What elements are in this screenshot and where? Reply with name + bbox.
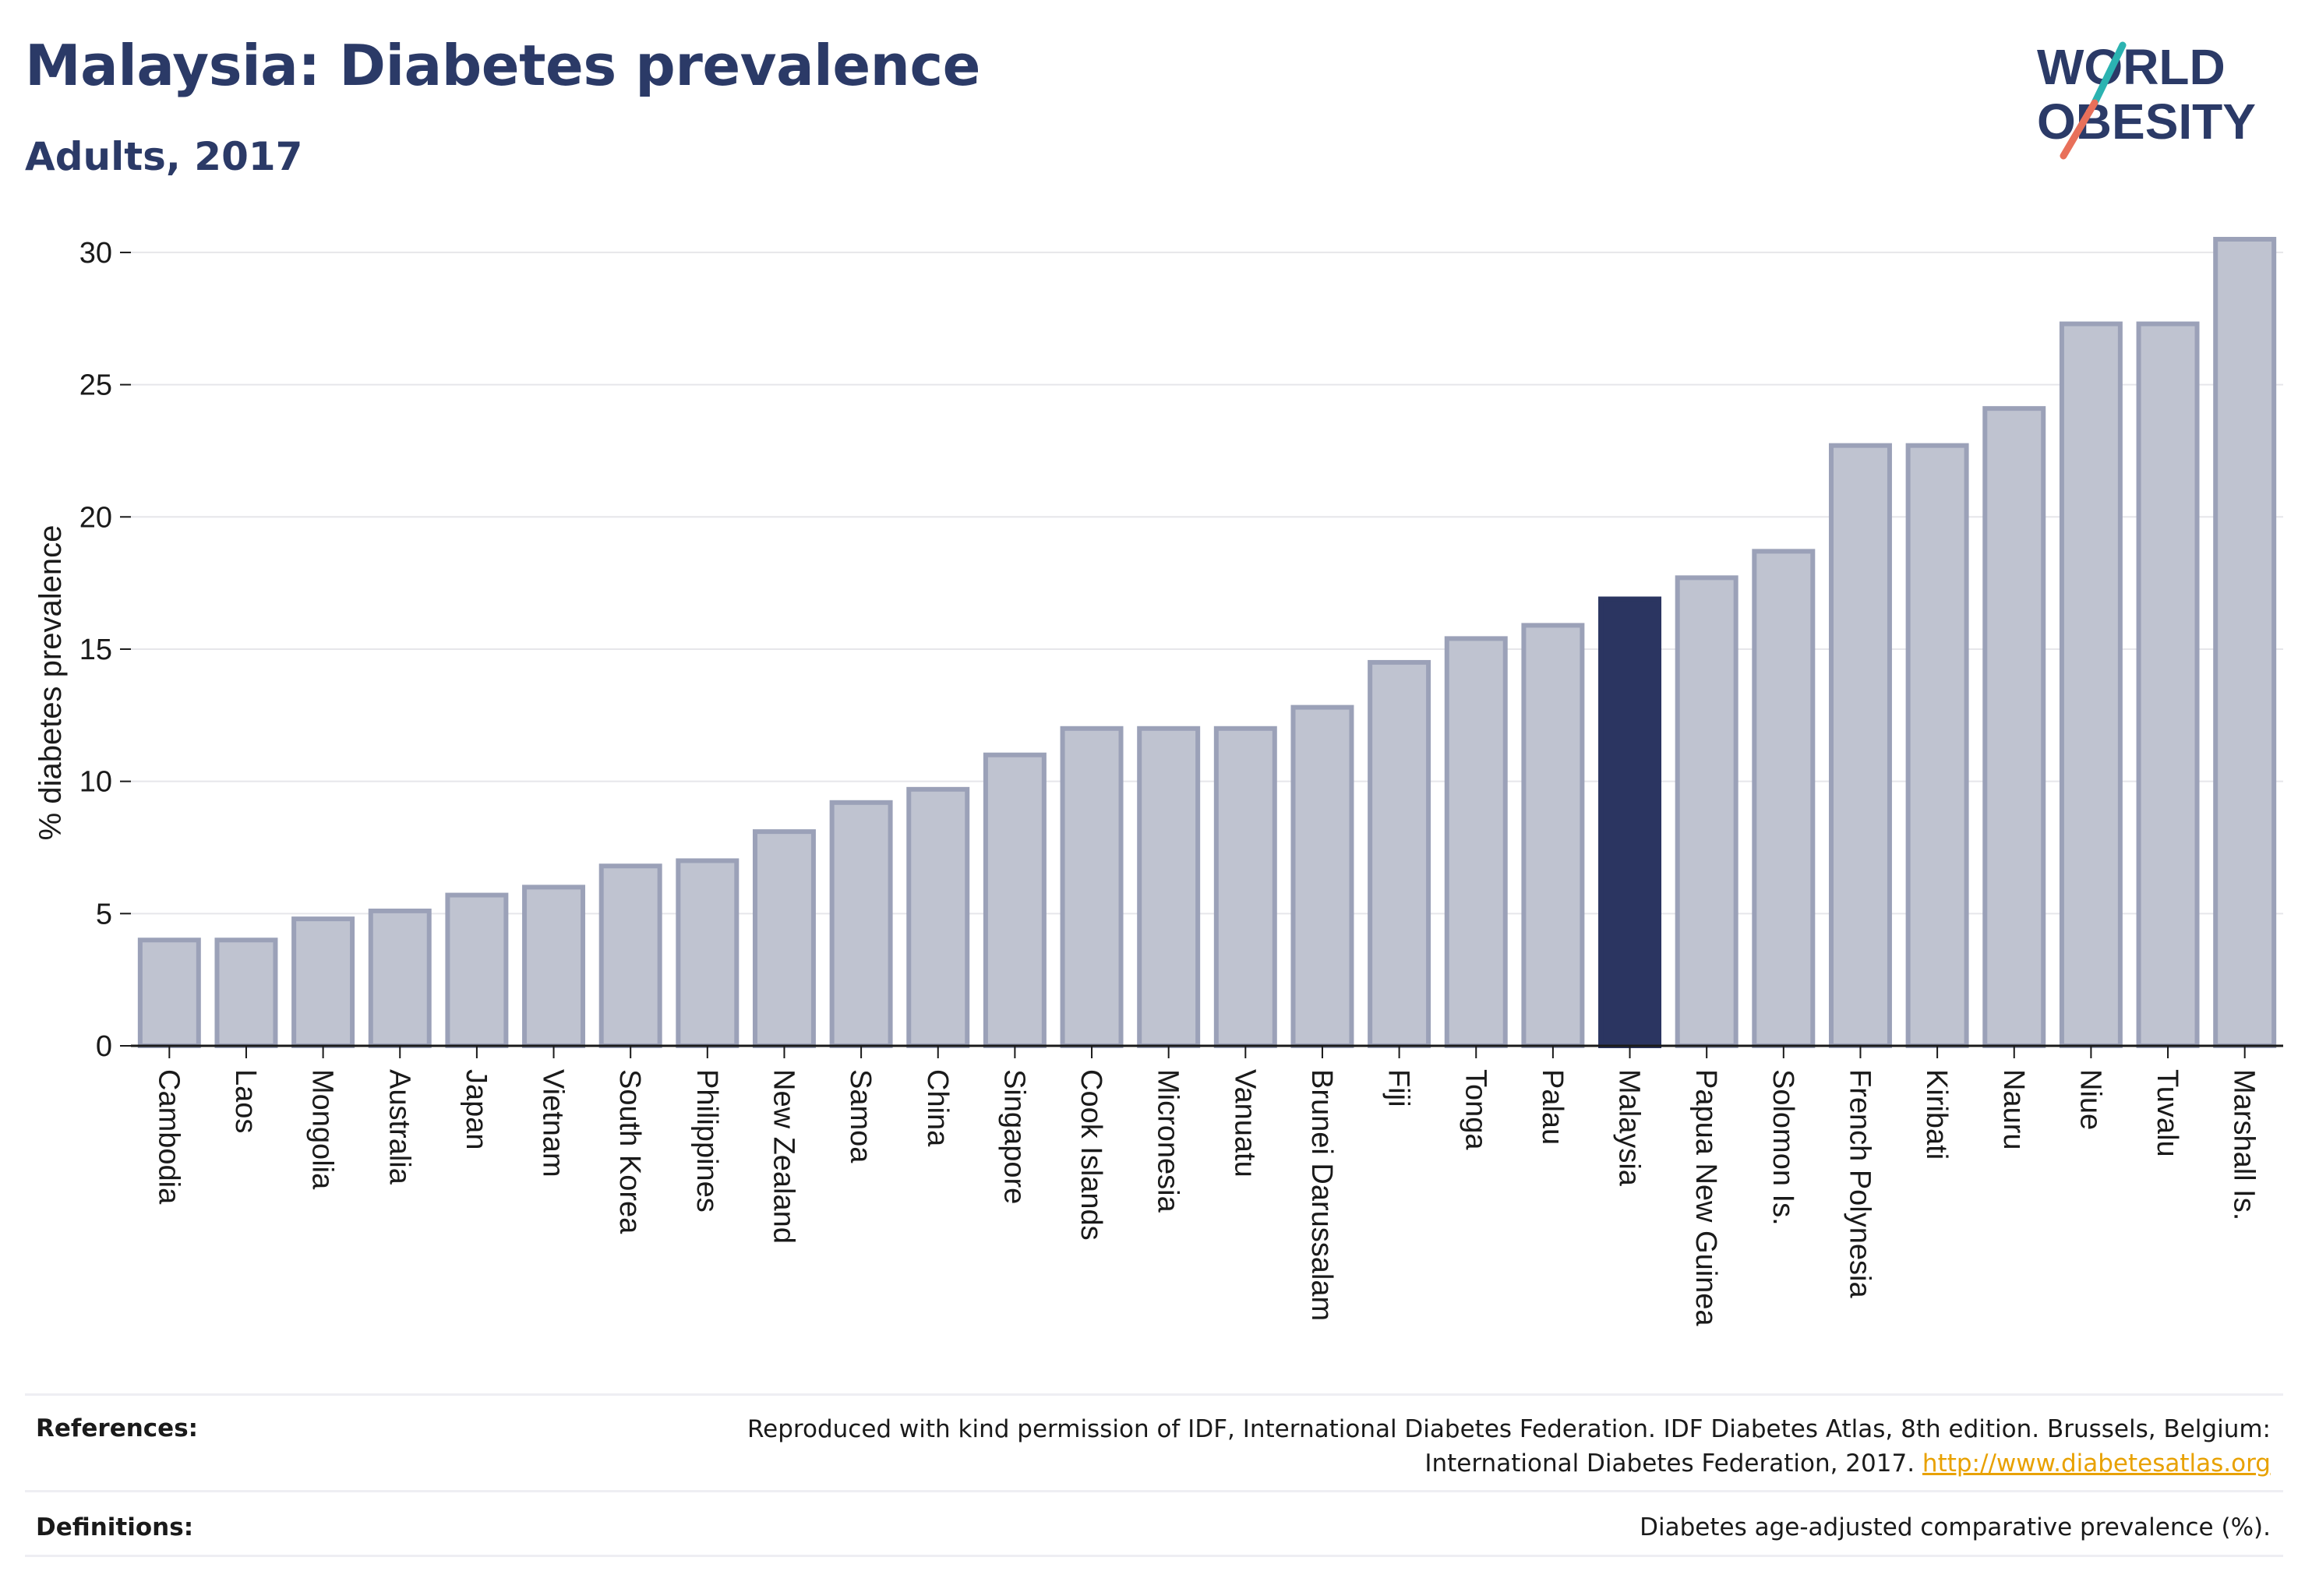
footer-divider-middle	[25, 1490, 2283, 1492]
x-tick-label: Australia	[383, 1069, 415, 1185]
logo-line1: WORLD	[2037, 39, 2226, 95]
bar-nauru	[1982, 406, 2046, 1048]
bar-tuvalu	[2136, 321, 2200, 1048]
x-tick-label: Palau	[1536, 1069, 1569, 1145]
x-tick-label: Samoa	[844, 1069, 877, 1163]
references-label: References:	[36, 1414, 199, 1442]
footer-divider-top	[25, 1393, 2283, 1396]
bars	[137, 236, 2277, 1049]
bar-china	[906, 786, 970, 1048]
x-tick-label: Cambodia	[152, 1069, 185, 1205]
x-tick-label: Philippines	[690, 1069, 723, 1213]
x-tick-label: Solomon Is.	[1767, 1069, 1799, 1226]
y-tick-label: 30	[79, 237, 112, 270]
logo-slash-teal	[2091, 41, 2127, 107]
y-tick-label: 0	[96, 1030, 112, 1063]
bar-kiribati	[1905, 443, 1969, 1048]
y-tick-label: 25	[79, 369, 112, 402]
x-tick-labels: Cambodia Laos Mongolia Australia Japan Vietna…	[152, 1046, 2261, 1326]
bar-marshall-is	[2213, 236, 2277, 1048]
bar-brunei-darussalam	[1290, 704, 1354, 1048]
references-line2: International Diabetes Federation, 2017.	[1424, 1449, 1915, 1478]
bar-fiji	[1368, 659, 1431, 1048]
bar-malaysia	[1598, 596, 1662, 1048]
bar-cook-islands	[1060, 726, 1124, 1048]
x-tick-label: Singapore	[997, 1069, 1030, 1204]
x-tick-label: Vanuatu	[1228, 1069, 1261, 1178]
bar-papua-new-guinea	[1675, 575, 1738, 1048]
y-tick-label: 15	[79, 634, 112, 666]
chart-subtitle: Adults, 2017	[25, 134, 303, 179]
logo-slash-coral	[2060, 99, 2099, 160]
definitions-label: Definitions:	[36, 1513, 194, 1541]
bar-palau	[1521, 623, 1585, 1048]
x-tick-label: Marshall Is.	[2228, 1069, 2261, 1220]
footer-divider-bottom	[25, 1555, 2283, 1557]
x-tick-label: Niue	[2074, 1069, 2106, 1130]
bar-solomon-is	[1752, 549, 1816, 1048]
y-tick-labels: 0 5 10 15 20 25 30	[79, 237, 131, 1063]
x-tick-label: Malaysia	[1613, 1069, 1646, 1187]
x-tick-label: New Zealand	[767, 1069, 800, 1244]
x-tick-label: Laos	[229, 1069, 262, 1133]
chart-title: Malaysia: Diabetes prevalence	[25, 33, 980, 98]
bar-niue	[2059, 321, 2123, 1048]
x-tick-label: Papua New Guinea	[1689, 1069, 1722, 1326]
x-tick-label: South Korea	[613, 1069, 646, 1234]
y-axis-label: % diabetes prevalence	[34, 525, 68, 841]
y-tick-label: 10	[79, 766, 112, 799]
references-line1: Reproduced with kind permission of IDF, …	[747, 1415, 2271, 1443]
bar-japan	[445, 892, 509, 1048]
x-tick-label: Tonga	[1459, 1069, 1491, 1150]
references-text: Reproduced with kind permission of IDF, …	[747, 1412, 2271, 1481]
bar-tonga	[1444, 636, 1508, 1048]
x-tick-label: Mongolia	[306, 1069, 339, 1190]
x-tick-label: Nauru	[1997, 1069, 2030, 1150]
x-tick-label: China	[921, 1069, 954, 1147]
x-tick-label: Brunei Darussalam	[1305, 1069, 1338, 1321]
bar-singapore	[983, 752, 1047, 1048]
definitions-text: Diabetes age-adjusted comparative preval…	[1640, 1513, 2271, 1541]
x-tick-label: Japan	[460, 1069, 492, 1150]
y-tick-label: 20	[79, 501, 112, 534]
bar-south-korea	[598, 863, 662, 1049]
x-tick-label: French Polynesia	[1843, 1069, 1876, 1298]
bar-vietnam	[522, 885, 586, 1048]
references-line2-wrap: International Diabetes Federation, 2017.…	[747, 1446, 2271, 1481]
bar-micronesia	[1137, 726, 1201, 1048]
bar-australia	[368, 908, 432, 1049]
bar-laos	[214, 937, 278, 1048]
bar-chart: 0 5 10 15 20 25 30 Cambodia Laos Mongolia Austral…	[34, 236, 2283, 1326]
bar-samoa	[829, 800, 893, 1049]
y-tick-label: 5	[96, 898, 112, 930]
x-tick-label: Vietnam	[537, 1069, 570, 1178]
x-tick-label: Kiribati	[1920, 1069, 1953, 1160]
bar-philippines	[676, 858, 740, 1049]
x-tick-label: Cook Islands	[1075, 1069, 1107, 1241]
bar-cambodia	[137, 937, 201, 1048]
x-tick-label: Micronesia	[1152, 1069, 1184, 1213]
bar-mongolia	[291, 916, 355, 1048]
references-link[interactable]: http://www.diabetesatlas.org	[1922, 1449, 2271, 1478]
x-tick-label: Tuvalu	[2151, 1069, 2183, 1157]
bar-french-polynesia	[1828, 443, 1892, 1048]
bar-vanuatu	[1213, 726, 1277, 1048]
x-tick-label: Fiji	[1382, 1069, 1415, 1107]
bar-new-zealand	[752, 829, 816, 1048]
world-obesity-logo: WORLD OBESITY	[2037, 39, 2256, 160]
